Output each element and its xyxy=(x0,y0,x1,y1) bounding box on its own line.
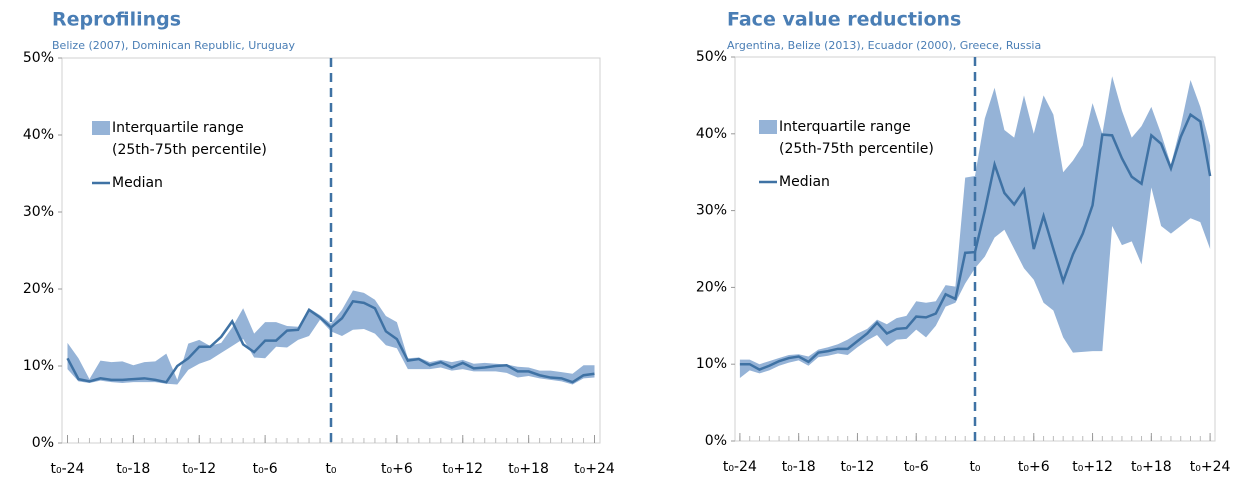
x-tick-label: t₀-12 xyxy=(840,459,874,475)
chart-subtitle: Argentina, Belize (2013), Ecuador (2000)… xyxy=(727,39,1041,52)
plot-frame xyxy=(61,57,601,444)
x-tick-label: t₀+18 xyxy=(1131,459,1172,475)
y-tick-label: 40% xyxy=(696,126,727,142)
legend-label: Interquartile range xyxy=(779,119,911,135)
chart-subtitle: Belize (2007), Dominican Republic, Urugu… xyxy=(52,39,296,52)
x-tick-label: t₀ xyxy=(325,461,336,477)
legend-note: (25th-75th percentile) xyxy=(779,141,934,157)
y-tick-label: 20% xyxy=(23,281,54,297)
x-tick-label: t₀+24 xyxy=(574,461,615,477)
x-tick-label: t₀+18 xyxy=(508,461,549,477)
y-tick-label: 20% xyxy=(696,279,727,295)
x-tick-label: t₀+12 xyxy=(442,461,483,477)
y-tick-label: 0% xyxy=(705,433,727,449)
chart-title: Reprofilings xyxy=(52,9,181,31)
legend-label: Interquartile range xyxy=(112,120,244,136)
iqr-band xyxy=(67,290,595,385)
x-tick-label: t₀-24 xyxy=(723,459,757,475)
legend-swatch xyxy=(92,121,110,135)
median-line xyxy=(66,299,595,384)
x-tick-label: t₀-6 xyxy=(904,459,929,475)
chart-title: Face value reductions xyxy=(727,9,961,31)
x-tick-label: t₀-18 xyxy=(116,461,150,477)
y-tick-label: 40% xyxy=(23,127,54,143)
x-tick-label: t₀+12 xyxy=(1072,459,1113,475)
x-tick-label: t₀+6 xyxy=(381,461,413,477)
x-tick-label: t₀+6 xyxy=(1018,459,1050,475)
legend-swatch xyxy=(759,120,777,134)
y-tick-label: 50% xyxy=(23,50,54,66)
y-tick-label: 30% xyxy=(23,204,54,220)
x-tick-label: t₀-12 xyxy=(182,461,216,477)
x-tick-label: t₀-6 xyxy=(253,461,278,477)
y-tick-label: 10% xyxy=(696,356,727,372)
x-tick-label: t₀+24 xyxy=(1190,459,1231,475)
x-tick-label: t₀-24 xyxy=(51,461,85,477)
legend-note: (25th-75th percentile) xyxy=(112,142,267,158)
y-tick-label: 30% xyxy=(696,203,727,219)
legend-label: Median xyxy=(112,175,163,191)
y-tick-label: 50% xyxy=(696,49,727,65)
y-tick-label: 10% xyxy=(23,358,54,374)
y-tick-label: 0% xyxy=(32,435,54,451)
x-tick-label: t₀ xyxy=(969,459,980,475)
legend-label: Median xyxy=(779,174,830,190)
x-tick-label: t₀-18 xyxy=(782,459,816,475)
